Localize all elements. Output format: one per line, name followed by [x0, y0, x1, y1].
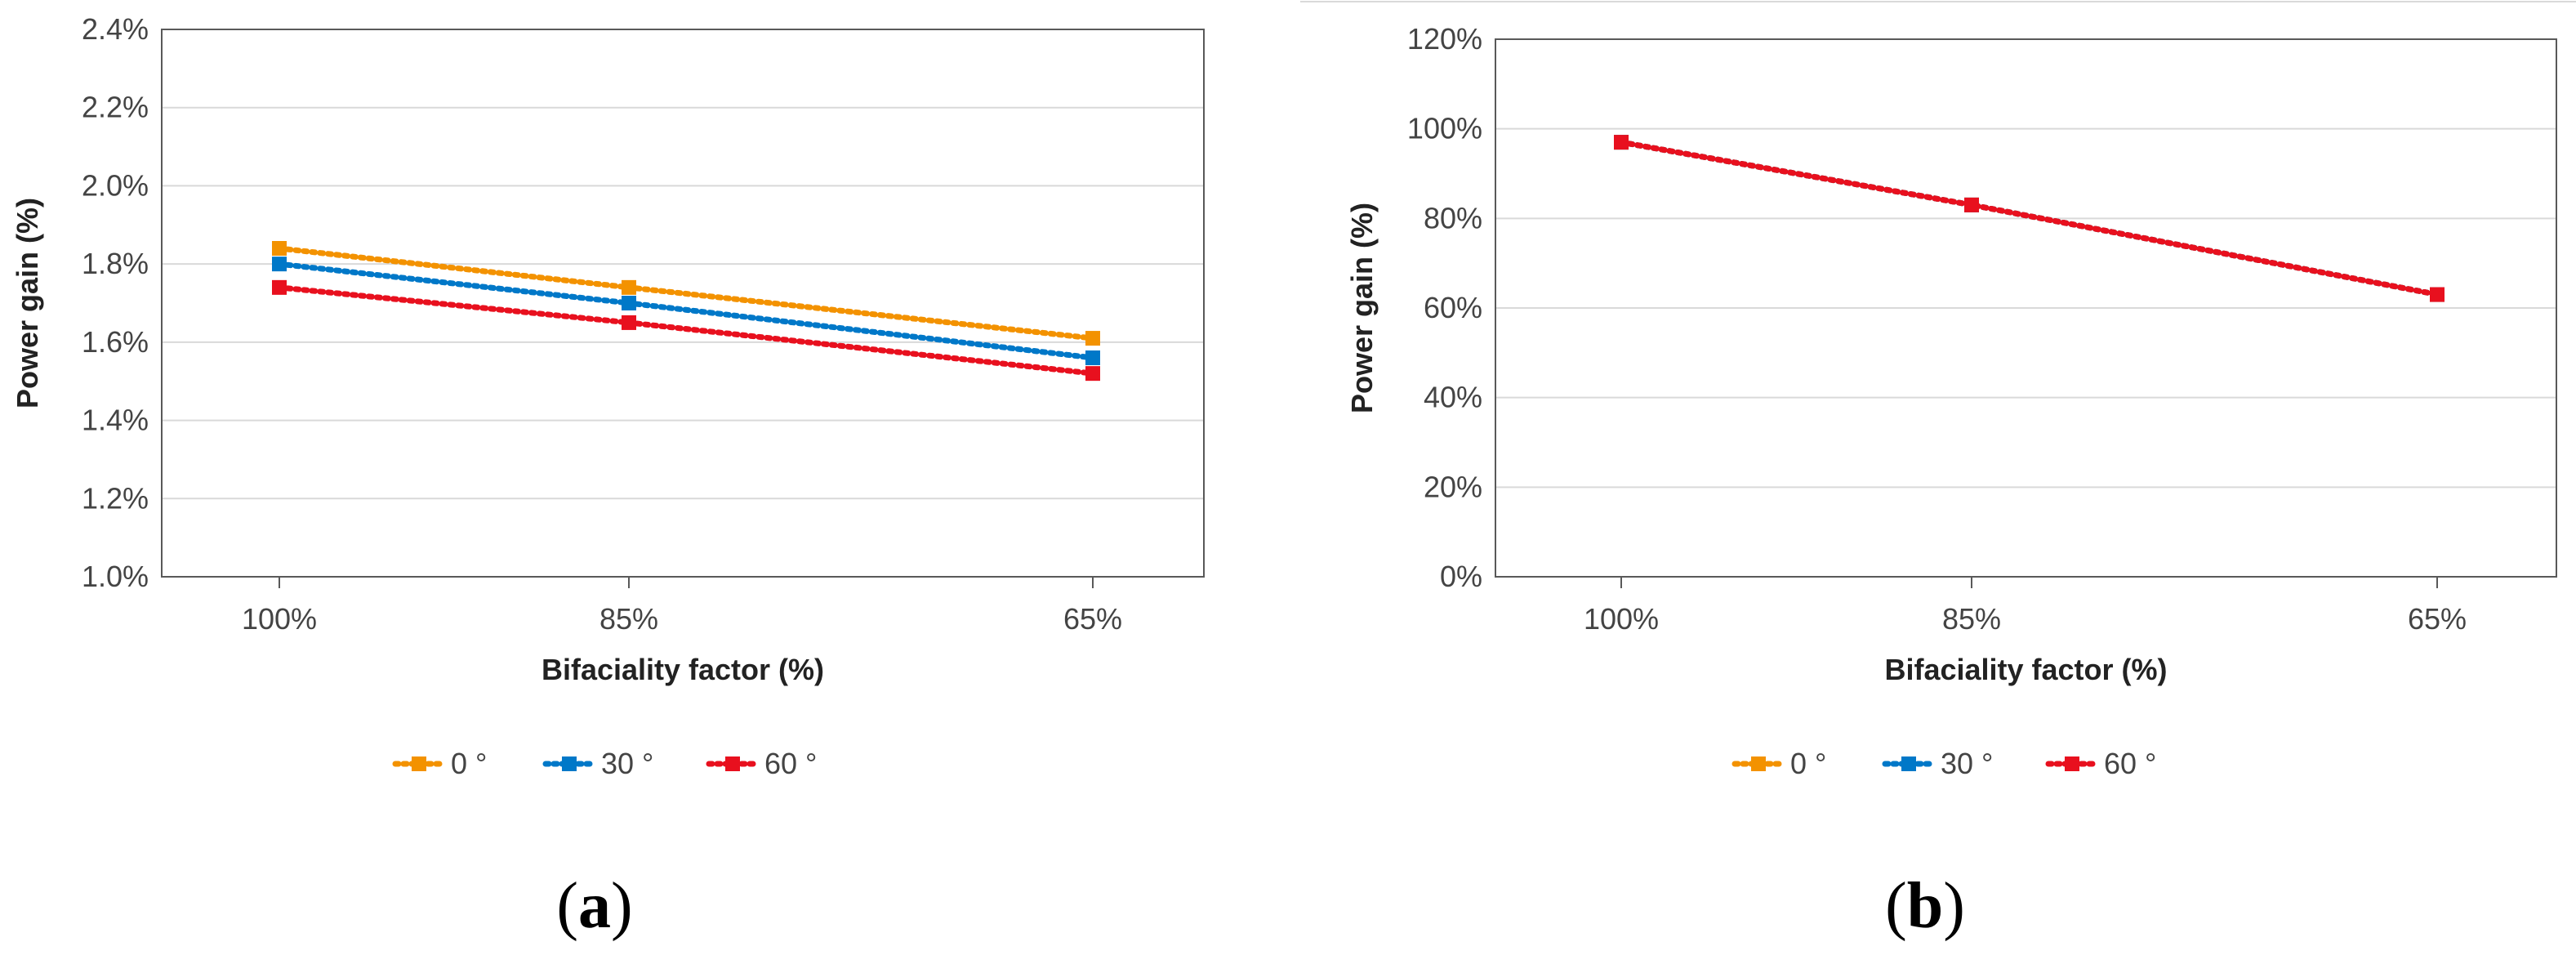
legend-label: 60 ° [2104, 747, 2156, 780]
x-tick-label: 100% [242, 602, 317, 636]
legend-label: 0 ° [451, 747, 487, 780]
series-line [276, 284, 1096, 377]
series-1 [272, 241, 1100, 346]
y-axis-title: Power gain (%) [1345, 203, 1379, 413]
x-tick-label: 100% [1584, 602, 1659, 636]
panel-label: (b) [1885, 870, 1965, 942]
legend-label: 60 ° [764, 747, 817, 780]
y-tick-label: 1.0% [82, 560, 149, 593]
y-tick-label: 40% [1424, 381, 1482, 414]
chart-b: 0% 20% 40% 60% 80% 100% 120% 100% 85% 65% Bifacial… [1345, 22, 2557, 942]
data-point [1085, 366, 1100, 382]
data-point [622, 296, 636, 310]
x-axis-title: Bifaciality factor (%) [1884, 653, 2167, 686]
legend-label: 30 ° [1941, 747, 1993, 780]
legend-marker [562, 756, 577, 771]
x-tick-label: 65% [1063, 602, 1122, 636]
panel-label-letter: b [1907, 870, 1944, 942]
legend: 0 ° 30 ° 60 ° [1731, 747, 2156, 780]
y-tick-label: 2.4% [82, 12, 149, 46]
y-tick-label: 1.8% [82, 247, 149, 280]
panel-label: (a) [556, 870, 632, 942]
data-point [1964, 197, 1979, 212]
legend-label: 0 ° [1790, 747, 1826, 780]
y-tick-label: 20% [1424, 470, 1482, 503]
data-point [272, 241, 287, 256]
plot-frame [161, 29, 1205, 578]
legend: 0 ° 30 ° 60 ° [392, 747, 817, 780]
y-tick-label: 100% [1407, 112, 1482, 145]
panel-label-letter: a [578, 870, 611, 942]
y-tick-label: 80% [1424, 201, 1482, 234]
x-tick-label: 65% [2408, 602, 2467, 636]
series-2 [272, 257, 1100, 365]
data-point [622, 315, 636, 330]
y-tick-label: 60% [1424, 291, 1482, 324]
series-3 [1614, 135, 2445, 302]
data-point [1085, 350, 1100, 365]
legend-marker [1751, 756, 1766, 771]
panel-label-close: ) [1943, 870, 1965, 942]
y-tick-label: 1.4% [82, 404, 149, 437]
y-tick-label: 2.2% [82, 91, 149, 124]
data-point [622, 279, 636, 295]
data-point [272, 257, 287, 272]
y-tick-label: 2.0% [82, 168, 149, 202]
panel-label-close: ) [611, 870, 633, 942]
legend-marker [1901, 756, 1916, 771]
x-tick-label: 85% [1942, 602, 2001, 636]
y-tick-label: 1.2% [82, 481, 149, 515]
series-line [276, 245, 1096, 341]
data-point [272, 279, 287, 295]
chart-a: 1.0% 1.2% 1.4% 1.6% 1.8% 2.0% 2.2% 2.4% 100% 85% 6… [11, 12, 1205, 942]
legend-label: 30 ° [601, 747, 653, 780]
x-tick-label: 85% [599, 602, 658, 636]
series-3 [272, 279, 1100, 382]
y-tick-label: 0% [1440, 560, 1482, 593]
plot-frame [1495, 38, 2557, 578]
y-tick-label: 120% [1407, 22, 1482, 56]
panel-label-open: ( [1885, 870, 1907, 942]
legend-marker [725, 756, 740, 771]
series-line [276, 261, 1096, 361]
x-axis-title: Bifaciality factor (%) [541, 653, 824, 686]
data-point [1614, 135, 1629, 150]
panel-label-open: ( [556, 870, 578, 942]
legend-marker [2065, 756, 2079, 771]
data-point [1085, 331, 1100, 346]
legend-marker [412, 756, 426, 771]
y-tick-label: 1.6% [82, 325, 149, 359]
y-axis-title: Power gain (%) [11, 198, 44, 408]
data-point [2430, 287, 2445, 302]
